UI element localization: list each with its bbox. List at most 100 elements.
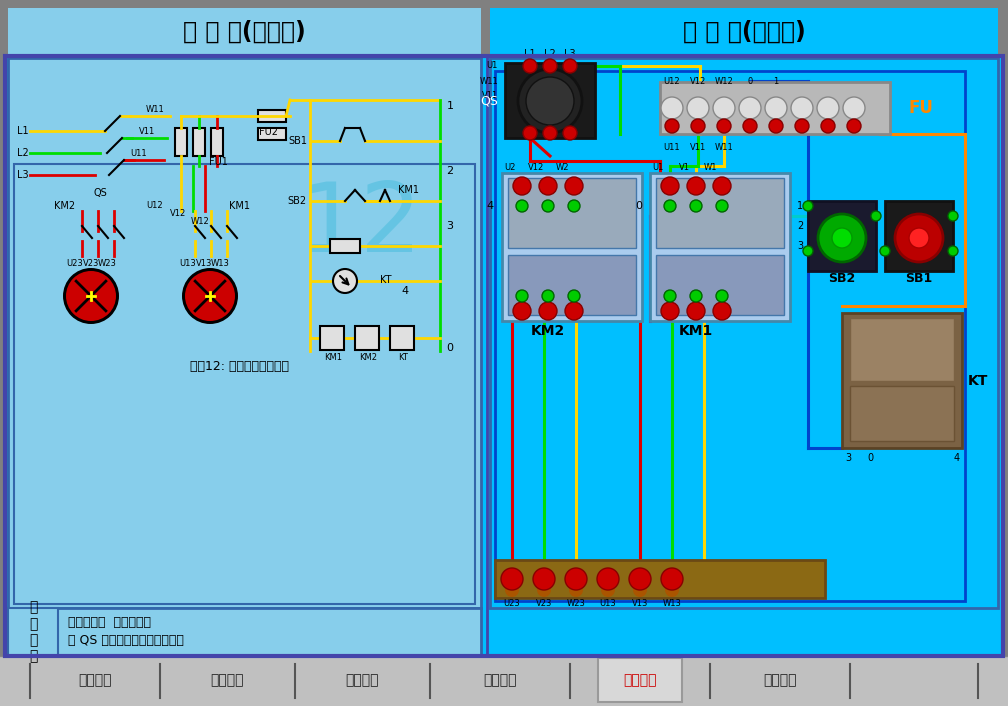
Circle shape — [661, 568, 683, 590]
Circle shape — [333, 269, 357, 293]
Circle shape — [665, 119, 679, 133]
Text: 2: 2 — [447, 166, 454, 176]
Circle shape — [871, 211, 881, 221]
Text: SB2: SB2 — [829, 272, 856, 285]
Text: 2: 2 — [797, 221, 803, 231]
Text: SB2: SB2 — [288, 196, 307, 206]
Bar — [842, 313, 962, 448]
Text: 0: 0 — [867, 453, 873, 463]
Text: 12: 12 — [298, 179, 422, 273]
Text: V11: V11 — [689, 143, 707, 152]
Text: U13: U13 — [179, 258, 197, 268]
Circle shape — [563, 59, 577, 73]
Text: FU: FU — [908, 99, 932, 117]
Bar — [656, 178, 784, 248]
Circle shape — [182, 268, 238, 324]
Circle shape — [880, 246, 890, 256]
Circle shape — [539, 302, 557, 320]
Circle shape — [543, 126, 557, 140]
Circle shape — [526, 77, 574, 125]
Text: 3: 3 — [447, 221, 454, 231]
Circle shape — [539, 177, 557, 195]
Bar — [8, 608, 58, 656]
Text: U12: U12 — [147, 201, 163, 210]
Text: 自动布线: 自动布线 — [483, 673, 517, 687]
Text: L3: L3 — [17, 170, 29, 180]
Text: L1: L1 — [524, 49, 536, 59]
Text: KM2: KM2 — [359, 354, 377, 362]
Circle shape — [633, 583, 647, 597]
Circle shape — [717, 119, 731, 133]
Circle shape — [601, 583, 615, 597]
Text: W11: W11 — [479, 76, 498, 85]
Circle shape — [803, 201, 813, 211]
Text: KM2: KM2 — [531, 324, 565, 338]
Text: KT: KT — [398, 354, 408, 362]
Text: U13: U13 — [600, 599, 616, 609]
Circle shape — [664, 290, 676, 302]
Circle shape — [832, 228, 852, 248]
Circle shape — [713, 97, 735, 119]
Bar — [258, 110, 286, 122]
Circle shape — [803, 246, 813, 256]
Text: SB1: SB1 — [905, 272, 932, 285]
Bar — [355, 326, 379, 350]
Circle shape — [537, 583, 551, 597]
Text: 4: 4 — [487, 201, 494, 211]
Circle shape — [185, 271, 235, 321]
Text: 0: 0 — [747, 76, 753, 85]
Text: KM1: KM1 — [230, 201, 251, 211]
Circle shape — [713, 302, 731, 320]
Text: U23: U23 — [504, 599, 520, 609]
Text: W11: W11 — [715, 143, 734, 152]
Circle shape — [501, 568, 523, 590]
Circle shape — [765, 97, 787, 119]
Circle shape — [533, 568, 555, 590]
Circle shape — [769, 119, 783, 133]
Text: V11: V11 — [482, 92, 498, 100]
Text: L1: L1 — [17, 126, 29, 136]
Text: 接 线 图(操作区): 接 线 图(操作区) — [682, 20, 805, 44]
Text: V1: V1 — [678, 164, 689, 172]
Circle shape — [629, 568, 651, 590]
Circle shape — [565, 568, 587, 590]
Text: 原 理 图(提示区): 原 理 图(提示区) — [183, 20, 305, 44]
Text: 0: 0 — [447, 343, 454, 353]
Circle shape — [791, 97, 813, 119]
Circle shape — [795, 119, 809, 133]
Text: V23: V23 — [536, 599, 552, 609]
Circle shape — [523, 59, 537, 73]
Circle shape — [563, 126, 577, 140]
Text: KM1: KM1 — [398, 185, 419, 195]
Bar — [8, 58, 481, 608]
Text: FU1: FU1 — [209, 157, 228, 167]
Text: 按 QS 接通电源进行工作演示。: 按 QS 接通电源进行工作演示。 — [68, 633, 183, 647]
Circle shape — [687, 97, 709, 119]
Circle shape — [687, 177, 705, 195]
Circle shape — [818, 214, 866, 262]
Text: W23: W23 — [98, 258, 117, 268]
Text: V11: V11 — [139, 126, 155, 136]
Circle shape — [597, 568, 619, 590]
Text: 运行演示: 运行演示 — [623, 673, 657, 687]
Bar — [211, 128, 223, 156]
Circle shape — [661, 97, 683, 119]
Bar — [598, 658, 682, 702]
Bar — [656, 255, 784, 315]
Text: QS: QS — [480, 95, 498, 107]
Text: V23: V23 — [83, 258, 99, 268]
Text: 4: 4 — [954, 453, 960, 463]
Text: 元件介绍: 元件介绍 — [79, 673, 112, 687]
Bar — [850, 318, 954, 381]
Text: 0: 0 — [635, 201, 642, 211]
Text: 3: 3 — [845, 453, 851, 463]
Text: QS: QS — [93, 188, 107, 198]
Circle shape — [687, 302, 705, 320]
Circle shape — [948, 211, 958, 221]
Circle shape — [523, 126, 537, 140]
Text: 1: 1 — [773, 76, 778, 85]
Bar — [508, 178, 636, 248]
Circle shape — [847, 119, 861, 133]
Circle shape — [565, 302, 583, 320]
Circle shape — [743, 119, 757, 133]
